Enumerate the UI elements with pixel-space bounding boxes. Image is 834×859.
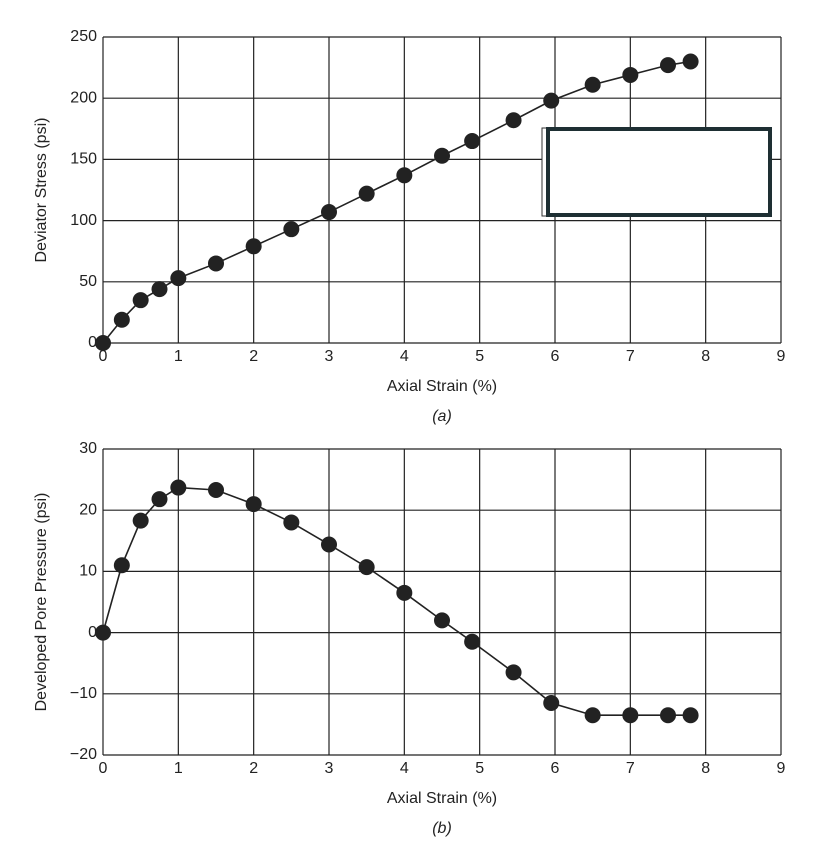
data-point bbox=[132, 512, 149, 529]
overlay-box bbox=[546, 127, 772, 217]
x-tick-label: 0 bbox=[99, 760, 108, 777]
data-point bbox=[170, 270, 187, 287]
x-tick-label: 2 bbox=[249, 760, 258, 777]
x-axis-label: Axial Strain (%) bbox=[387, 790, 497, 807]
y-tick-label: 100 bbox=[70, 212, 97, 229]
x-tick-label: 1 bbox=[174, 760, 183, 777]
x-tick-label: 8 bbox=[701, 348, 710, 365]
data-point bbox=[584, 76, 601, 93]
data-point bbox=[245, 496, 262, 513]
data-point bbox=[208, 255, 224, 272]
y-tick-label: 30 bbox=[79, 440, 97, 457]
y-tick-label: 50 bbox=[79, 273, 97, 290]
x-tick-label: 2 bbox=[249, 348, 258, 365]
data-point bbox=[283, 514, 300, 531]
x-tick-label: 1 bbox=[174, 348, 183, 365]
data-point bbox=[584, 707, 601, 724]
y-tick-label: 250 bbox=[70, 28, 97, 45]
data-point bbox=[245, 238, 262, 255]
data-point bbox=[505, 112, 522, 129]
x-tick-label: 0 bbox=[99, 348, 108, 365]
data-point bbox=[321, 536, 337, 553]
x-tick-label: 9 bbox=[777, 348, 786, 365]
x-tick-label: 8 bbox=[701, 760, 710, 777]
data-point bbox=[151, 491, 168, 508]
data-point bbox=[358, 185, 375, 202]
data-point bbox=[208, 482, 224, 499]
x-tick-label: 3 bbox=[325, 348, 334, 365]
data-point bbox=[170, 479, 187, 496]
data-point bbox=[682, 53, 699, 70]
data-point bbox=[358, 559, 375, 576]
data-point bbox=[396, 167, 413, 184]
x-tick-label: 6 bbox=[551, 348, 560, 365]
data-point bbox=[132, 292, 149, 309]
data-point bbox=[622, 707, 639, 724]
data-point bbox=[283, 221, 300, 238]
data-point bbox=[434, 612, 450, 629]
data-point bbox=[660, 57, 676, 74]
x-tick-label: 5 bbox=[475, 348, 484, 365]
y-tick-label: 0 bbox=[88, 624, 97, 641]
y-tick-label: 20 bbox=[79, 501, 97, 518]
x-tick-label: 7 bbox=[626, 760, 635, 777]
data-point bbox=[543, 92, 560, 109]
overlay-box-outer bbox=[541, 127, 772, 217]
data-point bbox=[464, 133, 481, 150]
data-point bbox=[505, 664, 522, 681]
data-point bbox=[151, 281, 168, 298]
y-tick-label: 10 bbox=[79, 563, 97, 580]
caption: (b) bbox=[432, 820, 452, 837]
x-axis-label: Axial Strain (%) bbox=[387, 378, 497, 395]
x-tick-label: 9 bbox=[777, 760, 786, 777]
data-point bbox=[543, 694, 560, 711]
caption: (a) bbox=[432, 408, 452, 425]
x-tick-label: 4 bbox=[400, 348, 409, 365]
data-point bbox=[113, 311, 130, 328]
x-tick-label: 7 bbox=[626, 348, 635, 365]
data-point bbox=[396, 584, 413, 601]
data-point bbox=[622, 66, 639, 83]
y-tick-label: −20 bbox=[70, 746, 97, 763]
data-point bbox=[434, 147, 450, 164]
data-point bbox=[464, 633, 481, 650]
data-point bbox=[682, 707, 699, 724]
data-point bbox=[113, 557, 130, 574]
x-tick-label: 4 bbox=[400, 760, 409, 777]
y-axis-label: Deviator Stress (psi) bbox=[33, 118, 50, 263]
x-tick-label: 6 bbox=[551, 760, 560, 777]
y-axis-label: Developed Pore Pressure (psi) bbox=[33, 493, 50, 712]
x-tick-label: 3 bbox=[325, 760, 334, 777]
x-tick-label: 5 bbox=[475, 760, 484, 777]
y-tick-label: 200 bbox=[70, 89, 97, 106]
data-point bbox=[95, 624, 111, 641]
data-point bbox=[660, 707, 676, 724]
data-point bbox=[321, 204, 337, 221]
y-tick-label: −10 bbox=[70, 685, 97, 702]
data-line bbox=[102, 486, 691, 717]
y-tick-label: 150 bbox=[70, 151, 97, 168]
data-point bbox=[95, 335, 111, 351]
y-tick-label: 0 bbox=[88, 334, 97, 351]
